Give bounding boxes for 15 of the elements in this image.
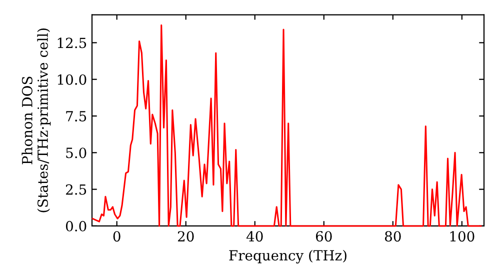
x-axis-title: Frequency (THz) xyxy=(229,250,346,264)
y-tick-label: 2.5 xyxy=(66,184,86,195)
x-tick-label: 100 xyxy=(450,231,474,242)
y-tick-label: 10.0 xyxy=(58,74,86,85)
x-tick-label: 20 xyxy=(178,231,194,242)
y-tick-label: 12.5 xyxy=(58,38,86,48)
y-tick-label: 7.5 xyxy=(66,111,86,122)
x-tick-label: 60 xyxy=(316,231,332,242)
y-axis-title: Phonon DOS (States/THz·primitive cell) xyxy=(22,28,51,212)
y-tick-label: 5.0 xyxy=(66,148,86,158)
x-tick-label: 0 xyxy=(113,231,120,242)
line-series xyxy=(92,24,482,227)
y-tick-label: 0.0 xyxy=(66,220,86,232)
x-tick-label: 80 xyxy=(384,231,401,242)
x-tick-label: 40 xyxy=(246,231,263,242)
